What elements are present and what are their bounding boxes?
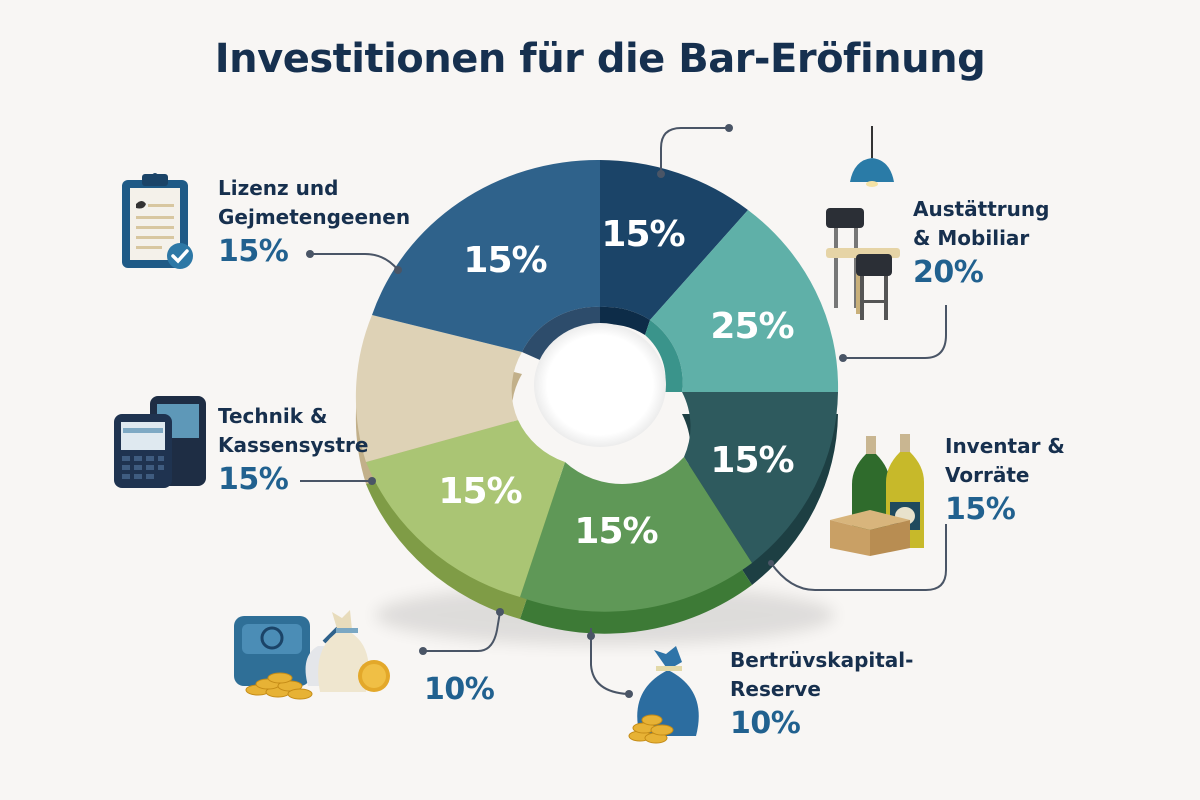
callout-lizenz-line1: Lizenz und bbox=[218, 176, 339, 200]
furniture-lamp-icon bbox=[826, 126, 900, 320]
callout-inventar-line1: Inventar & bbox=[945, 434, 1065, 458]
slice-right bbox=[650, 210, 839, 392]
callout-inventar-pct: 15% bbox=[945, 492, 1016, 527]
slice-bottom bbox=[520, 457, 752, 612]
slice-label-top-right: 15% bbox=[601, 214, 684, 255]
money-bag-icon bbox=[628, 646, 699, 744]
pos-terminal-icon bbox=[114, 396, 206, 488]
donut-hole bbox=[534, 323, 666, 447]
slice-left bbox=[355, 315, 522, 462]
slice-label-lower-right: 15% bbox=[710, 440, 793, 481]
slice-label-top-left: 15% bbox=[463, 240, 546, 281]
donut-slices bbox=[355, 159, 839, 612]
callout-betriebskapital-line1: Bertrüvskapital- bbox=[730, 648, 914, 672]
callout-inventar: Inventar & Vorräte 15% bbox=[945, 432, 1065, 530]
callout-ausstattung-line2: & Mobiliar bbox=[913, 226, 1030, 250]
callout-reserve-left-pct: 10% bbox=[424, 672, 495, 707]
clipboard-check-icon bbox=[122, 173, 193, 269]
callout-betriebskapital: Bertrüvskapital- Reserve 10% bbox=[730, 646, 913, 744]
callout-betriebskapital-line2: Reserve bbox=[730, 677, 821, 701]
slice-label-bottom: 15% bbox=[574, 511, 657, 552]
slice-lower-right bbox=[682, 392, 838, 563]
callout-reserve-left: 10% bbox=[424, 670, 495, 710]
slice-label-lower-left: 15% bbox=[438, 471, 521, 512]
callout-inventar-line2: Vorräte bbox=[945, 463, 1030, 487]
slice-top-left bbox=[372, 159, 600, 352]
callout-lizenz-pct: 15% bbox=[218, 234, 289, 269]
callout-ausstattung-pct: 20% bbox=[913, 255, 984, 290]
callout-lizenz-line2: Gejmetengeenen bbox=[218, 205, 411, 229]
slice-lower-left bbox=[366, 420, 565, 597]
slice-label-right: 25% bbox=[710, 306, 793, 347]
callout-technik: Technik & Kassensystre 15% bbox=[218, 402, 368, 500]
callout-ausstattung-line1: Austättrung bbox=[913, 197, 1050, 221]
callout-technik-pct: 15% bbox=[218, 462, 289, 497]
leader-dots bbox=[306, 124, 847, 698]
callout-ausstattung: Austättrung & Mobiliar 20% bbox=[913, 195, 1049, 293]
safe-money-bags-icon bbox=[234, 610, 390, 700]
chart-title: Investitionen für die Bar-Eröfinung bbox=[214, 36, 986, 82]
callout-betriebskapital-pct: 10% bbox=[730, 706, 801, 741]
callout-lizenz: Lizenz und Gejmetengeenen 15% bbox=[218, 174, 410, 272]
leader-lines bbox=[300, 127, 947, 695]
bottles-box-icon bbox=[830, 434, 924, 556]
slice-top-right bbox=[600, 160, 748, 320]
callout-technik-line2: Kassensystre bbox=[218, 433, 369, 457]
callout-technik-line1: Technik & bbox=[218, 404, 328, 428]
